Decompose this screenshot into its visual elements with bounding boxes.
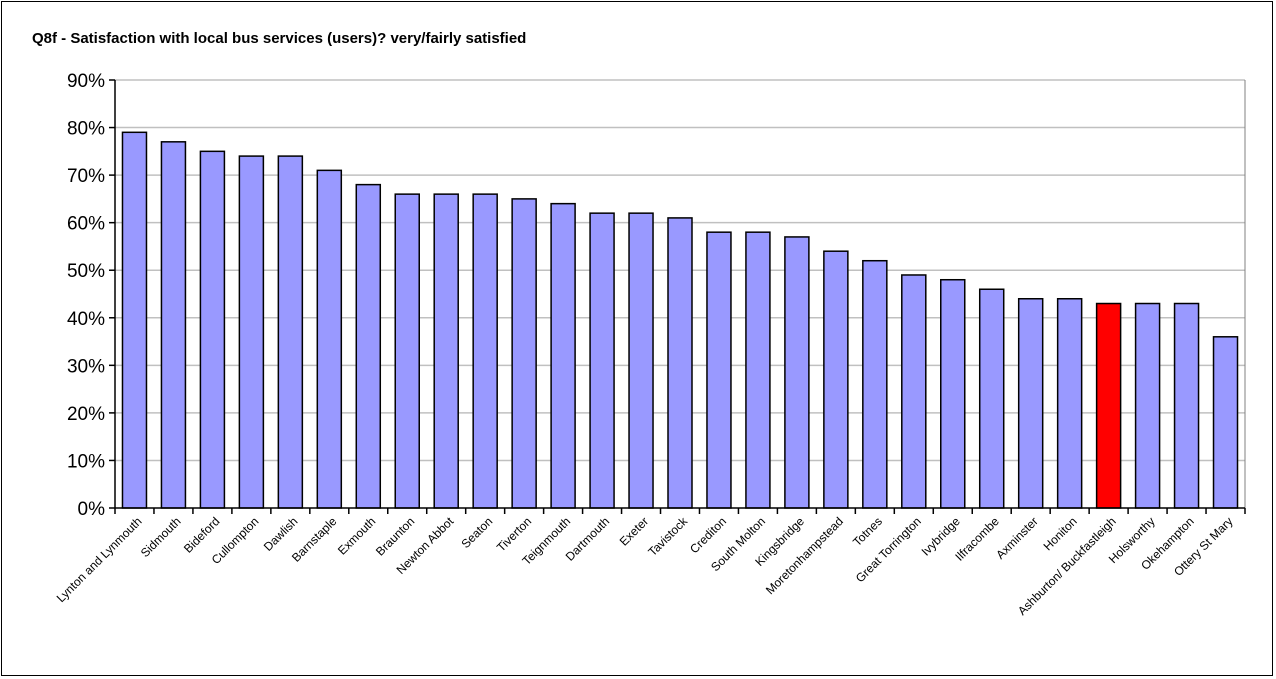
- bar: [1056, 298, 1083, 509]
- bar: [706, 231, 732, 509]
- bar: [940, 278, 966, 509]
- bar: [823, 250, 849, 509]
- bar: [394, 193, 420, 509]
- bar: [550, 202, 576, 509]
- bar-highlight: [1095, 302, 1122, 509]
- bar: [745, 231, 771, 509]
- x-tick-label: Lynton and Lynmouth: [54, 514, 145, 605]
- x-tick-label: Seaton: [458, 514, 495, 551]
- y-tick-label: 10%: [67, 451, 105, 472]
- y-tick-label: 40%: [67, 309, 105, 330]
- y-tick-label: 60%: [67, 214, 105, 235]
- bar: [433, 193, 459, 509]
- y-tick-label: 20%: [67, 404, 105, 425]
- bar: [511, 198, 537, 509]
- bar: [1017, 298, 1044, 509]
- bar: [238, 155, 265, 509]
- x-tick-label: Sidmouth: [138, 514, 184, 560]
- x-tick-label: Moretonhampstead: [763, 514, 846, 597]
- bar: [1134, 302, 1161, 509]
- x-tick-label: Tavistock: [645, 514, 691, 560]
- bar: [978, 288, 1005, 509]
- bar: [667, 217, 693, 509]
- x-tick-label: Honiton: [1041, 514, 1080, 553]
- bar: [121, 131, 148, 509]
- bar: [1212, 336, 1239, 509]
- bar: [316, 169, 343, 509]
- y-tick-label: 80%: [67, 119, 105, 140]
- bar: [628, 212, 654, 509]
- x-tick-label: Totnes: [850, 514, 885, 549]
- bar: [355, 183, 382, 509]
- y-tick-label: 70%: [67, 166, 105, 187]
- bar: [1173, 302, 1200, 509]
- y-tick-label: 50%: [67, 261, 105, 282]
- bar: [472, 193, 498, 509]
- y-tick-label: 30%: [67, 356, 105, 377]
- y-tick-label: 90%: [67, 71, 105, 92]
- bar: [862, 259, 888, 509]
- bar: [199, 150, 226, 509]
- bar: [901, 274, 927, 509]
- y-tick-label: 0%: [78, 499, 106, 520]
- bar: [277, 155, 304, 509]
- x-tick-label: Exmouth: [335, 514, 378, 557]
- bar: [784, 236, 810, 509]
- x-tick-label: Axminster: [993, 514, 1041, 562]
- bar: [160, 141, 187, 509]
- x-tick-label: Exeter: [617, 514, 651, 548]
- bar: [589, 212, 615, 509]
- chart-title: Q8f - Satisfaction with local bus servic…: [32, 30, 527, 47]
